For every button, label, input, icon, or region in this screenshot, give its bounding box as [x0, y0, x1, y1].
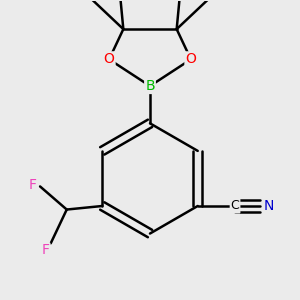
Text: C: C	[231, 200, 239, 212]
Text: B: B	[145, 79, 155, 93]
Text: F: F	[29, 178, 37, 192]
Text: F: F	[41, 243, 50, 257]
Text: O: O	[104, 52, 115, 66]
Text: N: N	[264, 199, 274, 213]
Text: O: O	[185, 52, 196, 66]
